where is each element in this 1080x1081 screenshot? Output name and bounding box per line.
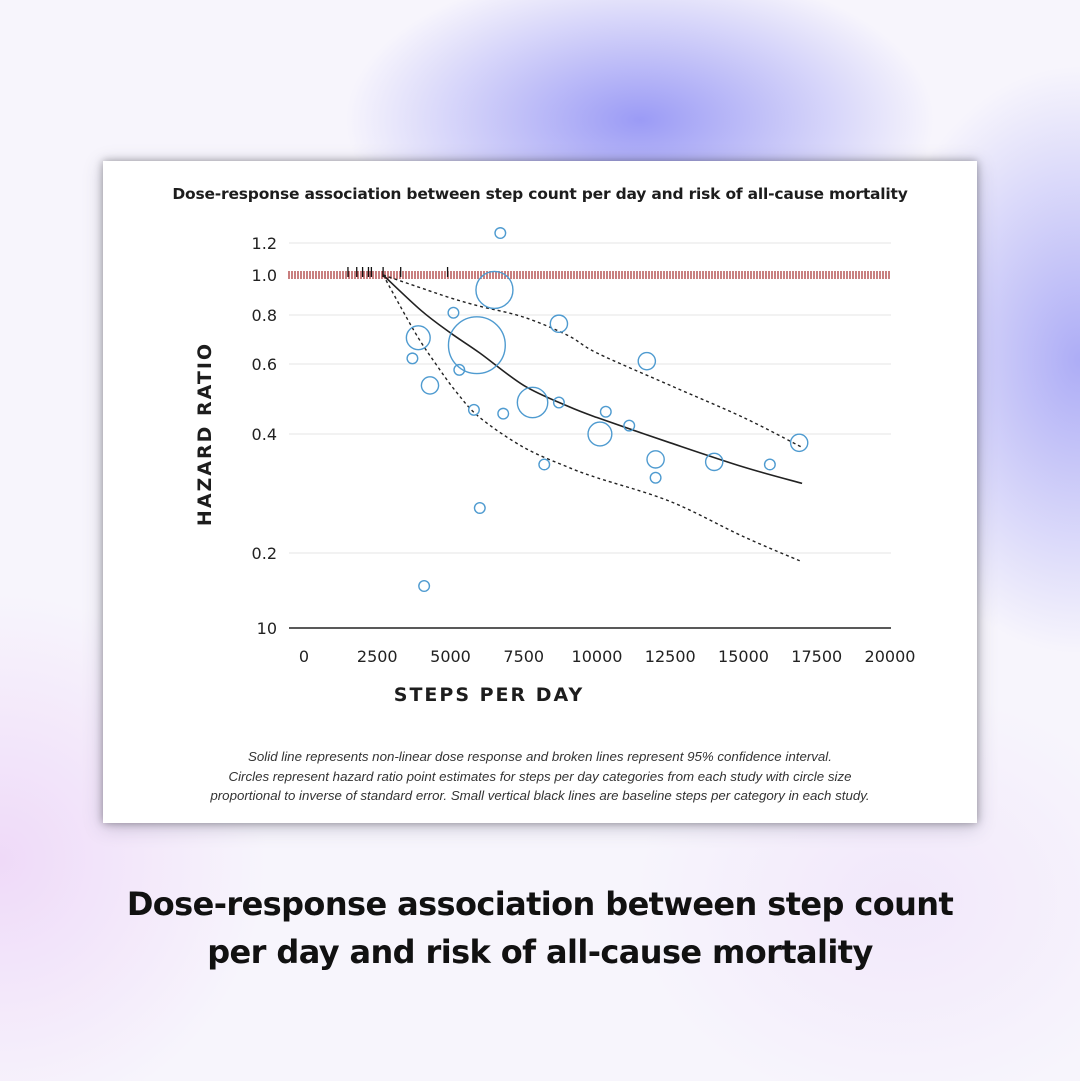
x-tick-label: 10000 xyxy=(572,647,623,666)
hazard-ratio-point xyxy=(516,386,549,419)
hazard-ratio-point xyxy=(789,433,809,453)
hazard-ratio-point xyxy=(475,270,514,310)
y-tick-label: 0.2 xyxy=(252,544,277,563)
footnote-line: Circles represent hazard ratio point est… xyxy=(228,768,852,784)
y-axis-label-text: HAZARD RATIO xyxy=(194,341,216,527)
x-axis-label-text: STEPS PER DAY xyxy=(393,684,585,706)
hazard-ratio-point xyxy=(453,363,466,376)
y-tick-label: 1.2 xyxy=(252,234,277,253)
caption-line: per day and risk of all-cause mortality xyxy=(207,933,873,971)
hazard-ratio-point xyxy=(587,421,613,447)
hazard-ratio-point xyxy=(552,396,565,409)
x-tick-label: 2500 xyxy=(357,647,398,666)
footnote-line: Solid line represents non-linear dose re… xyxy=(248,749,832,764)
y-tick-label: 0.6 xyxy=(252,355,277,374)
hazard-ratio-point xyxy=(405,325,431,351)
chart-plot-area: 1.2 1.0 0.8 0.6 0.4 0.2 10 0 2500 5000 7500 10000 12… xyxy=(252,227,916,666)
x-tick-label: 20000 xyxy=(865,647,916,666)
chart-card: 1.2 1.0 0.8 0.6 0.4 0.2 10 0 2500 5000 7500 10000 12… xyxy=(103,161,977,823)
y-tick-label: 10 xyxy=(257,619,277,638)
hazard-ratio-point xyxy=(599,405,612,418)
hazard-ratio-point xyxy=(418,580,431,593)
hazard-ratio-point xyxy=(704,452,724,472)
hazard-ratio-point xyxy=(538,458,551,471)
hazard-ratio-point xyxy=(623,419,636,432)
caption: Dose-response association between step c… xyxy=(0,880,1080,976)
hazard-ratio-point xyxy=(447,316,506,375)
x-tick-label: 7500 xyxy=(503,647,544,666)
chart-footnote: Solid line represents non-linear dose re… xyxy=(103,747,977,806)
x-tick-label: 17500 xyxy=(791,647,842,666)
confidence-interval-curve xyxy=(382,274,803,563)
y-tick-label: 0.4 xyxy=(252,425,277,444)
footnote-line: proportional to inverse of standard erro… xyxy=(210,788,870,803)
x-tick-label: 12500 xyxy=(645,647,696,666)
hazard-ratio-point xyxy=(646,450,665,469)
hazard-ratio-point xyxy=(494,227,507,240)
confidence-interval-curve xyxy=(382,274,803,449)
caption-line: Dose-response association between step c… xyxy=(126,885,954,923)
hazard-ratio-point xyxy=(467,403,480,416)
x-tick-label: 15000 xyxy=(718,647,769,666)
hazard-ratio-point xyxy=(637,351,657,371)
y-tick-label: 1.0 xyxy=(252,266,277,285)
hazard-ratio-point xyxy=(406,352,419,365)
chart-title: Dose-response association between step c… xyxy=(172,185,908,203)
hazard-ratio-point xyxy=(447,306,460,319)
x-tick-label: 0 xyxy=(299,647,309,666)
hazard-ratio-point xyxy=(473,501,486,514)
hazard-ratio-point xyxy=(649,471,662,484)
hazard-ratio-point xyxy=(420,376,440,395)
hazard-ratio-point xyxy=(763,458,776,471)
dose-response-curve xyxy=(382,274,803,485)
hazard-ratio-point xyxy=(497,407,510,420)
hazard-ratio-point xyxy=(549,314,569,334)
x-tick-label: 5000 xyxy=(430,647,471,666)
y-tick-label: 0.8 xyxy=(252,306,277,325)
